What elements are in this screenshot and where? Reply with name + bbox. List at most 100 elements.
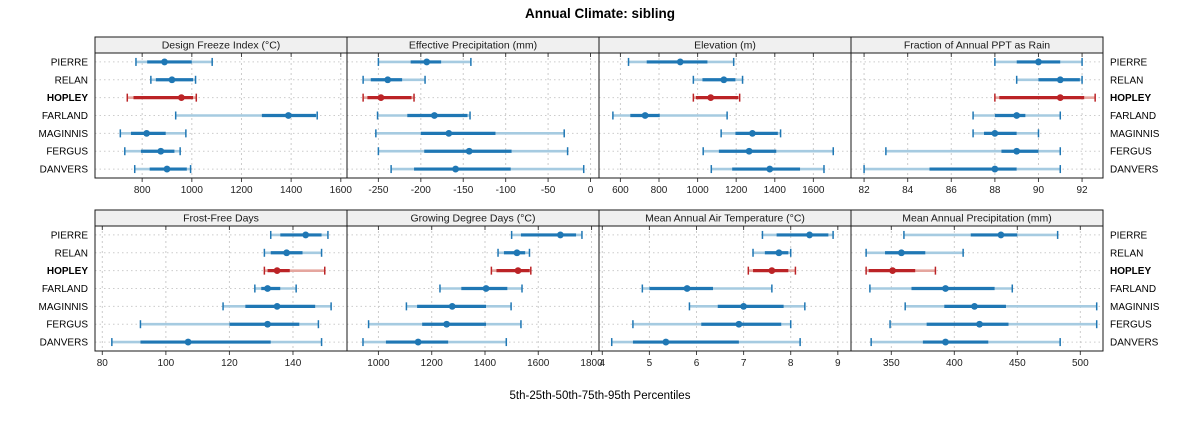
median-dot — [482, 285, 490, 292]
series-maginnis — [851, 302, 1103, 311]
median-dot — [1056, 76, 1064, 84]
axis-tick-label: 1800 — [580, 358, 603, 369]
series-pierre — [347, 230, 599, 239]
panel-fraction-of-annual-ppt-as-rain: Fraction of Annual PPT as Rain 82 84 86 88 90… — [850, 36, 1104, 196]
series-relan — [851, 75, 1103, 84]
median-dot — [513, 249, 521, 257]
series-hopley — [95, 93, 347, 102]
site-label-left-fergus: FERGUS — [46, 320, 88, 331]
series-farland — [599, 284, 851, 293]
axis-tick-label: 5 — [647, 358, 653, 369]
series-maginnis — [599, 129, 851, 138]
median-dot — [991, 129, 999, 137]
median-dot — [976, 320, 983, 328]
median-dot — [465, 147, 473, 155]
site-label-right-relan: RELAN — [1110, 248, 1143, 259]
median-dot — [430, 112, 438, 119]
series-maginnis — [347, 129, 599, 138]
median-dot — [302, 231, 310, 239]
axis-tick-label: 1600 — [802, 185, 825, 196]
series-farland — [851, 111, 1103, 120]
panel-mean-annual-air-temperature-c: Mean Annual Air Temperature (°C) 4 5 6 7 8 9 — [598, 209, 852, 369]
median-dot — [161, 58, 168, 66]
series-fergus — [347, 320, 599, 329]
axis-tick-label: 800 — [651, 185, 668, 196]
axis-tick-label: 92 — [1077, 185, 1089, 196]
series-danvers — [851, 338, 1103, 347]
series-fergus — [95, 147, 347, 156]
series-maginnis — [851, 129, 1103, 138]
series-farland — [851, 284, 1103, 293]
axis-tick-label: 90 — [1033, 185, 1045, 196]
series-farland — [95, 284, 347, 293]
series-maginnis — [95, 302, 347, 311]
axis-tick-label: 7 — [741, 358, 747, 369]
axis-tick-label: 82 — [859, 185, 871, 196]
site-label-left-danvers: DANVERS — [40, 338, 89, 349]
axis-tick-label: 0 — [588, 185, 594, 196]
panel-title: Fraction of Annual PPT as Rain — [904, 40, 1050, 52]
axis-tick-label: 140 — [285, 358, 302, 369]
median-dot — [942, 285, 949, 292]
site-label-right-fergus: FERGUS — [1110, 147, 1152, 158]
site-label-right-pierre: PIERRE — [1110, 230, 1148, 241]
median-dot — [740, 302, 748, 310]
panel-title: Mean Annual Precipitation (mm) — [902, 213, 1051, 225]
site-label-right-danvers: DANVERS — [1110, 338, 1159, 349]
axis-tick-label: -100 — [496, 185, 516, 196]
series-fergus — [599, 147, 851, 156]
site-label-right-maginnis: MAGINNIS — [1110, 302, 1160, 313]
median-dot — [775, 249, 783, 257]
series-fergus — [599, 320, 851, 329]
median-dot — [556, 231, 564, 239]
median-dot — [168, 76, 176, 84]
site-label-left-fergus: FERGUS — [46, 147, 88, 158]
median-dot — [384, 76, 392, 84]
axis-tick-label: 1000 — [367, 358, 390, 369]
panel-mean-annual-precipitation-mm: Mean Annual Precipitation (mm) 350 400 450 5… — [850, 209, 1104, 369]
series-danvers — [95, 338, 347, 347]
median-dot — [720, 76, 728, 84]
series-hopley — [851, 93, 1103, 102]
axis-tick-label: 800 — [134, 185, 151, 196]
median-dot — [745, 147, 753, 155]
series-hopley — [347, 93, 599, 102]
axis-tick-label: 1200 — [230, 185, 253, 196]
axis-tick-label: 6 — [694, 358, 700, 369]
median-dot — [178, 94, 185, 102]
site-label-left-maginnis: MAGINNIS — [39, 302, 89, 313]
series-pierre — [851, 57, 1103, 66]
axis-tick-label: -250 — [368, 185, 388, 196]
site-label-left-danvers: DANVERS — [40, 165, 89, 176]
site-label-left-maginnis: MAGINNIS — [39, 129, 89, 140]
axis-tick-label: 4 — [600, 358, 606, 369]
median-dot — [423, 58, 431, 66]
site-label-left-relan: RELAN — [55, 75, 88, 86]
series-pierre — [599, 57, 851, 66]
site-label-left-pierre: PIERRE — [51, 230, 89, 241]
axis-tick-label: 1400 — [280, 185, 303, 196]
median-dot — [735, 320, 743, 328]
median-dot — [448, 302, 456, 310]
median-dot — [991, 165, 999, 173]
site-label-right-pierre: PIERRE — [1110, 57, 1148, 68]
series-fergus — [851, 320, 1103, 329]
axis-tick-label: 1400 — [764, 185, 787, 196]
series-relan — [851, 248, 1103, 257]
median-dot — [184, 338, 192, 346]
series-hopley — [599, 266, 851, 275]
percentiles-axis-label: 5th-25th-50th-75th-95th Percentiles — [509, 390, 691, 402]
median-dot — [157, 147, 165, 155]
series-danvers — [599, 338, 851, 347]
median-dot — [707, 94, 715, 102]
site-label-left-pierre: PIERRE — [51, 57, 89, 68]
site-label-right-farland: FARLAND — [1110, 111, 1156, 122]
series-hopley — [851, 266, 1103, 275]
site-label-left-farland: FARLAND — [42, 111, 88, 122]
axis-tick-label: 100 — [158, 358, 175, 369]
series-pierre — [599, 230, 851, 239]
series-fergus — [851, 147, 1103, 156]
median-dot — [285, 112, 292, 119]
panel-title: Frost-Free Days — [183, 213, 259, 225]
